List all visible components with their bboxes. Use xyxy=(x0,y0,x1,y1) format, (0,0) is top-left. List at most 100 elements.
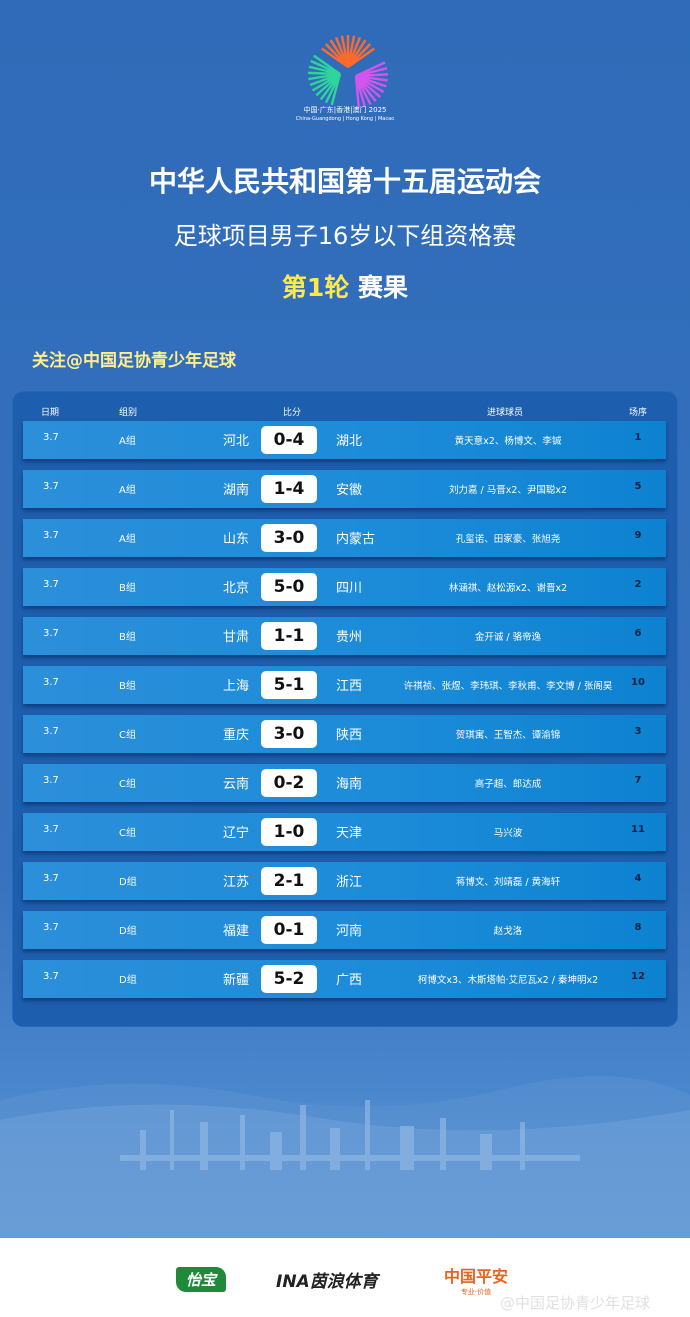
home-team: 福建 xyxy=(222,924,249,939)
games-logo-text: 中国·广东|香港|澳门 2025 China-Guangdong | Hong … xyxy=(290,106,400,124)
score-box: 5-1 xyxy=(261,671,317,699)
away-team: 浙江 xyxy=(336,875,363,890)
table-row: 3.7 D组 江苏 2-1 浙江 蒋博文、刘靖磊 / 黄海轩 4 xyxy=(23,862,666,900)
results-table: 日期 组别 比分 进球球员 场序 3.7 A组 河北 0-4 湖北 黄天意x2、杨博文、李… xyxy=(13,392,677,1026)
away-team: 安徽 xyxy=(336,483,363,498)
away-team: 河南 xyxy=(336,924,363,939)
header-group: 组别 xyxy=(119,408,138,418)
sponsor-pingan-logo: 中国平安 专业·价值 xyxy=(444,1263,508,1297)
match-number: 11 xyxy=(631,824,645,835)
match-number: 10 xyxy=(631,677,645,688)
follow-label: 关注@中国足协青少年足球 xyxy=(32,351,236,371)
away-team: 四川 xyxy=(336,581,363,596)
header-scorers: 进球球员 xyxy=(487,408,524,418)
table-row: 3.7 A组 湖南 1-4 安徽 刘力嘉 / 马晋x2、尹国聪x2 5 xyxy=(23,470,666,508)
scorers-cell: 柯博文x3、木斯塔帕·艾尼瓦x2 / 秦坤明x2 xyxy=(417,975,599,986)
date-cell: 3.7 xyxy=(43,922,59,933)
score-box: 0-4 xyxy=(261,426,317,454)
away-team: 贵州 xyxy=(336,630,363,645)
scorers-cell: 林涵祺、赵松源x2、谢晋x2 xyxy=(448,583,568,594)
score-box: 1-4 xyxy=(261,475,317,503)
away-team: 天津 xyxy=(336,826,363,841)
group-cell: B组 xyxy=(119,583,136,594)
home-team: 上海 xyxy=(222,679,249,694)
table-row: 3.7 D组 福建 0-1 河南 赵戈洛 8 xyxy=(23,911,666,949)
group-cell: C组 xyxy=(119,730,136,741)
home-team: 北京 xyxy=(222,581,249,596)
match-number: 8 xyxy=(634,922,642,933)
score-box: 0-2 xyxy=(261,769,317,797)
group-cell: A组 xyxy=(119,436,136,447)
sponsor-yibao-logo: 怡宝 xyxy=(176,1267,227,1292)
match-number: 6 xyxy=(634,628,642,639)
table-row: 3.7 C组 辽宁 1-0 天津 马兴波 11 xyxy=(23,813,666,851)
home-team: 重庆 xyxy=(222,728,249,743)
home-team: 湖南 xyxy=(222,483,249,498)
table-row: 3.7 C组 云南 0-2 海南 高子超、郎达成 7 xyxy=(23,764,666,802)
match-number: 7 xyxy=(634,775,642,786)
score-box: 3-0 xyxy=(261,524,317,552)
scorers-cell: 赵戈洛 xyxy=(493,926,523,937)
match-number: 2 xyxy=(634,579,642,590)
home-team: 山东 xyxy=(222,532,249,547)
score-box: 1-1 xyxy=(261,622,317,650)
score-box: 3-0 xyxy=(261,720,317,748)
away-team: 湖北 xyxy=(336,434,363,449)
away-team: 海南 xyxy=(336,777,363,792)
table-row: 3.7 B组 北京 5-0 四川 林涵祺、赵松源x2、谢晋x2 2 xyxy=(23,568,666,606)
date-cell: 3.7 xyxy=(43,481,59,492)
score-box: 5-0 xyxy=(261,573,317,601)
home-team: 辽宁 xyxy=(222,826,249,841)
home-team: 江苏 xyxy=(222,875,249,890)
table-row: 3.7 A组 河北 0-4 湖北 黄天意x2、杨博文、李铖 1 xyxy=(23,421,666,459)
date-cell: 3.7 xyxy=(43,726,59,737)
header-score: 比分 xyxy=(283,408,302,418)
match-number: 1 xyxy=(634,432,642,443)
table-row: 3.7 B组 甘肃 1-1 贵州 金开诚 / 骆帝逸 6 xyxy=(23,617,666,655)
home-team: 云南 xyxy=(222,777,249,792)
score-box: 5-2 xyxy=(261,965,317,993)
table-row: 3.7 A组 山东 3-0 内蒙古 孔玺诺、田家豪、张旭尧 9 xyxy=(23,519,666,557)
match-number: 4 xyxy=(634,873,642,884)
match-number: 9 xyxy=(634,530,642,541)
scorers-cell: 高子超、郎达成 xyxy=(474,779,542,790)
round-title: 第1轮 赛果 xyxy=(0,268,690,304)
sponsor-pingan-name: 中国平安 xyxy=(444,1267,509,1286)
skyline-decoration xyxy=(0,1076,690,1238)
date-cell: 3.7 xyxy=(43,432,59,443)
table-row: 3.7 D组 新疆 5-2 广西 柯博文x3、木斯塔帕·艾尼瓦x2 / 秦坤明x2 12 xyxy=(23,960,666,998)
scorers-cell: 马兴波 xyxy=(493,828,523,839)
group-cell: A组 xyxy=(119,485,136,496)
match-number: 5 xyxy=(634,481,642,492)
date-cell: 3.7 xyxy=(43,628,59,639)
group-cell: D组 xyxy=(119,926,137,937)
score-box: 1-0 xyxy=(261,818,317,846)
date-cell: 3.7 xyxy=(43,873,59,884)
group-cell: A组 xyxy=(119,534,136,545)
date-cell: 3.7 xyxy=(43,677,59,688)
games-logo-icon xyxy=(307,35,389,108)
round-suffix: 赛果 xyxy=(358,273,409,302)
scorers-cell: 贺琪寓、王智杰、谭渝锦 xyxy=(455,730,561,741)
group-cell: C组 xyxy=(119,828,136,839)
sponsor-ina-logo: INA茵浪体育 xyxy=(276,1272,378,1292)
away-team: 广西 xyxy=(336,973,363,988)
away-team: 江西 xyxy=(336,679,363,694)
date-cell: 3.7 xyxy=(43,579,59,590)
table-row: 3.7 C组 重庆 3-0 陕西 贺琪寓、王智杰、谭渝锦 3 xyxy=(23,715,666,753)
group-cell: D组 xyxy=(119,877,137,888)
table-header: 日期 组别 比分 进球球员 场序 xyxy=(13,405,677,419)
logo-line1: 中国·广东|香港|澳门 2025 xyxy=(303,106,387,114)
sponsor-pingan-tagline: 专业·价值 xyxy=(460,1288,492,1296)
home-team: 甘肃 xyxy=(222,630,249,645)
match-number: 3 xyxy=(634,726,642,737)
round-label: 第1轮 xyxy=(281,273,350,302)
scorers-cell: 金开诚 / 骆帝逸 xyxy=(474,632,542,643)
match-number: 12 xyxy=(631,971,645,982)
page-title: 中华人民共和国第十五届运动会 xyxy=(148,165,541,198)
logo-line2: China-Guangdong | Hong Kong | Macao xyxy=(295,116,395,122)
logo-ray xyxy=(347,47,375,68)
scorers-cell: 许祺祯、张煜、李玮琪、李秋甫、李文博 / 张阁昊 xyxy=(403,681,613,692)
date-cell: 3.7 xyxy=(43,530,59,541)
group-cell: D组 xyxy=(119,975,137,986)
